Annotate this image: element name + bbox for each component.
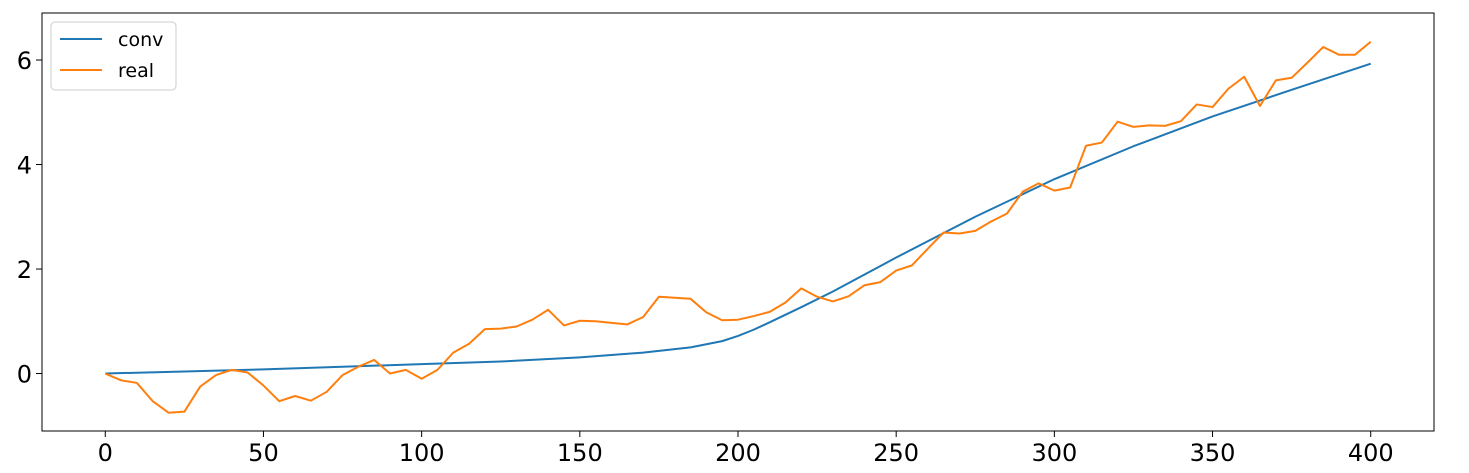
x-tick-label: 0 xyxy=(98,439,113,467)
x-axis: 0 50 100 150 200 250 300 350 400 xyxy=(98,431,1394,467)
x-tick-label: 50 xyxy=(248,439,279,467)
y-tick-label: 6 xyxy=(17,47,32,75)
x-tick-label: 200 xyxy=(715,439,761,467)
series-lines xyxy=(104,40,1372,414)
legend: conv real xyxy=(50,21,177,91)
y-tick-label: 4 xyxy=(17,152,32,180)
y-tick-label: 0 xyxy=(17,361,32,389)
x-tick-label: 350 xyxy=(1190,439,1236,467)
plot-area xyxy=(41,12,1435,432)
x-tick-label: 300 xyxy=(1031,439,1077,467)
x-tick-label: 250 xyxy=(873,439,919,467)
series-line-real xyxy=(104,40,1372,414)
x-tick-label: 400 xyxy=(1348,439,1394,467)
y-tick-label: 2 xyxy=(17,256,32,284)
y-axis: 0 2 4 6 xyxy=(17,47,42,389)
legend-label-real: real xyxy=(118,60,154,82)
x-tick-label: 150 xyxy=(557,439,603,467)
plot-frame xyxy=(41,12,1435,432)
x-tick-label: 100 xyxy=(399,439,445,467)
legend-label-conv: conv xyxy=(118,29,163,51)
